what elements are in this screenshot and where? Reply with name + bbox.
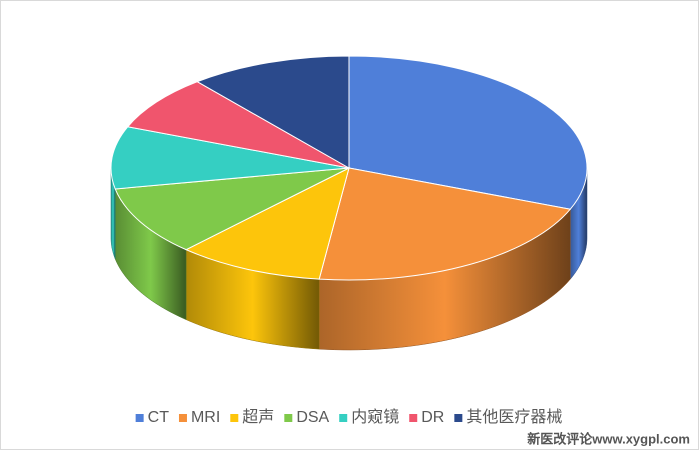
legend-swatch (178, 414, 187, 422)
legend-swatch (284, 414, 293, 422)
legend-swatch (454, 414, 463, 422)
watermark: 新医改评论www.xygpl.com (527, 431, 690, 446)
slice (110, 126, 350, 190)
legend-label: CT (148, 409, 170, 426)
slice (114, 167, 350, 251)
legend-label: MRI (191, 409, 220, 426)
legend-swatch (135, 414, 144, 422)
legend-label: 内窥镜 (351, 407, 399, 426)
legend-label: DSA (296, 409, 329, 426)
slice (196, 55, 350, 169)
legend-swatch (339, 414, 348, 422)
legend-swatch (409, 414, 418, 422)
legend-label: DR (421, 409, 444, 426)
slice (184, 167, 350, 280)
legend-label: 其他医疗器械 (466, 408, 562, 426)
legend-swatch (230, 414, 239, 422)
legend-label: 超声 (242, 408, 274, 426)
slice (126, 81, 350, 169)
slice (318, 167, 572, 281)
slice (348, 55, 588, 210)
